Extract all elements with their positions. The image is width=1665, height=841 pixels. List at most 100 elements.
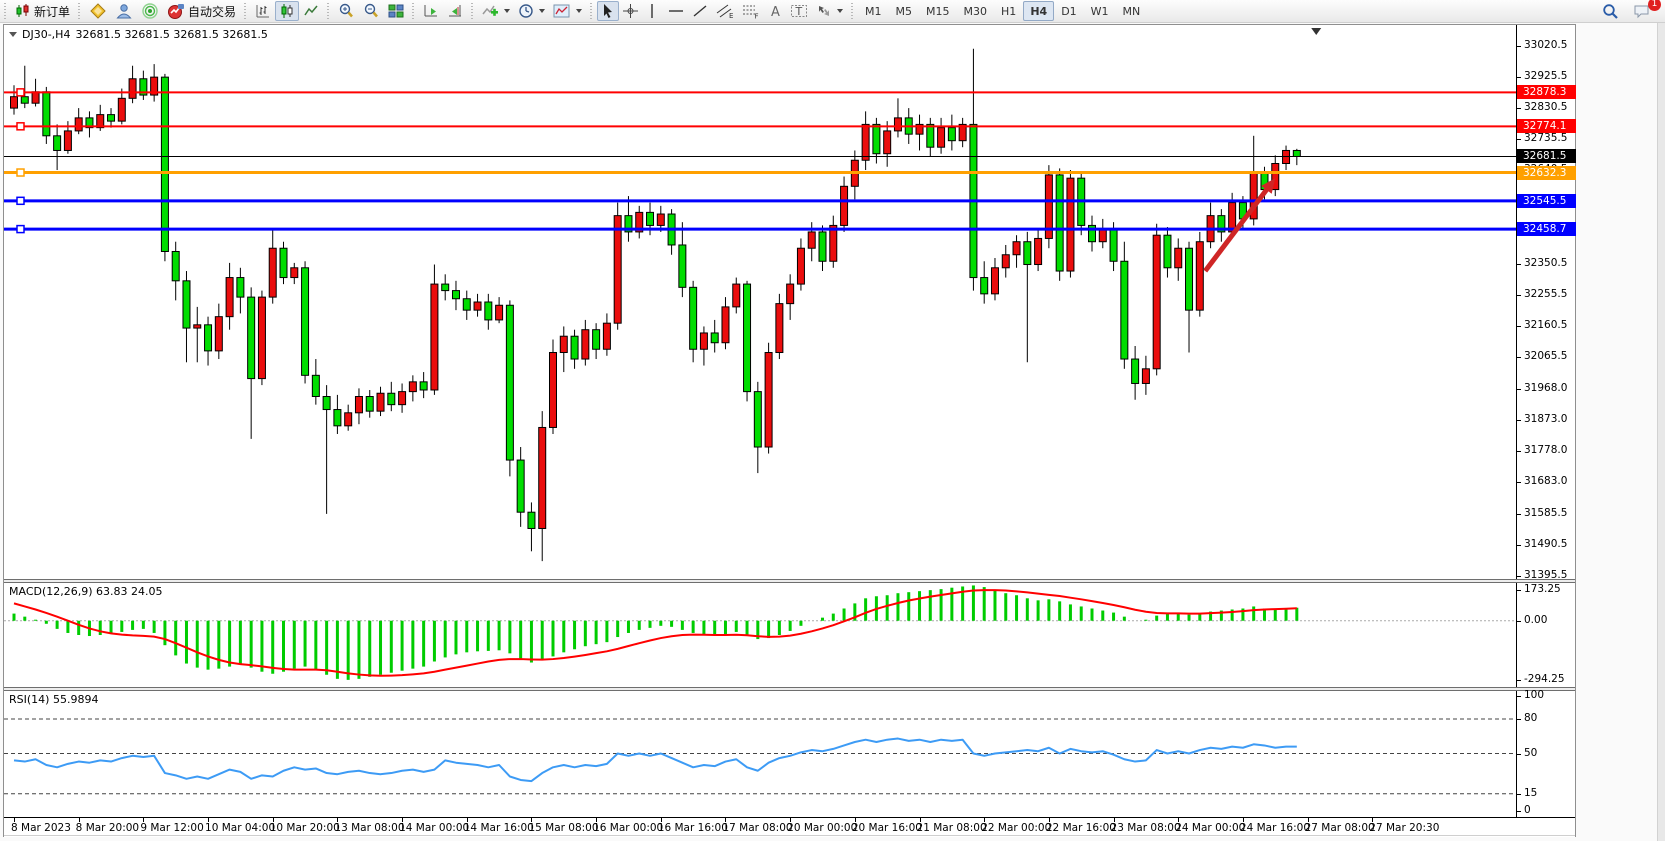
diamond-icon [89, 3, 107, 19]
toolbar-grip[interactable] [76, 3, 84, 19]
autotrading-button[interactable]: 自动交易 [163, 1, 240, 21]
rsi-tick-mark [1517, 811, 1521, 812]
chart-title[interactable]: DJ30-,H4 32681.5 32681.5 32681.5 32681.5 [9, 28, 268, 41]
candle-body [947, 127, 956, 142]
rsi-canvas[interactable] [4, 691, 1516, 817]
price-chart-canvas[interactable] [4, 25, 1516, 579]
zoom-out-button[interactable] [359, 1, 384, 21]
timeframe-button-M15[interactable]: M15 [926, 5, 950, 18]
candle-body [1088, 224, 1096, 243]
timeframe-button-M30[interactable]: M30 [963, 5, 988, 18]
periods-button[interactable] [514, 1, 549, 21]
timeframe-button-D1[interactable]: D1 [1061, 5, 1077, 18]
macd-axis[interactable]: 173.25 0.00 -294.25 [1516, 583, 1575, 687]
indicators-dropdown-icon[interactable] [504, 9, 511, 13]
crosshair-button[interactable] [619, 1, 642, 21]
window-edge-scrollbar[interactable] [1657, 23, 1665, 841]
metaeditor-button[interactable] [85, 1, 111, 21]
line-handle[interactable] [16, 88, 25, 97]
time-label: 20 Mar 16:00 [851, 822, 922, 834]
new-order-icon [15, 3, 31, 19]
price-plot[interactable] [4, 25, 1516, 579]
horizontal-line-button[interactable] [664, 1, 688, 21]
toolbar-grip[interactable] [242, 3, 250, 19]
bar-chart-button[interactable] [251, 1, 275, 21]
time-tick-mark [1307, 818, 1309, 822]
arrows-button[interactable] [812, 1, 847, 21]
toolbar-grip[interactable] [469, 3, 477, 19]
vertical-line-button[interactable] [642, 1, 664, 21]
periods-dropdown-icon[interactable] [539, 9, 546, 13]
candle-body [775, 303, 784, 354]
candlestick-chart-button[interactable] [275, 1, 300, 21]
price-tick-mark [1517, 575, 1521, 577]
line-chart-button[interactable] [299, 1, 323, 21]
chart-shift-button[interactable] [443, 1, 467, 21]
candle-body [559, 335, 568, 354]
templates-dropdown-icon[interactable] [576, 9, 583, 13]
toolbar-grip[interactable] [588, 3, 596, 19]
time-label: 20 Mar 00:00 [787, 822, 858, 834]
zoom-in-button[interactable] [334, 1, 359, 21]
horizontal-line-object[interactable] [4, 168, 1516, 177]
chart-symbol-dropdown-icon[interactable] [9, 32, 17, 37]
indicators-button[interactable] [478, 1, 514, 21]
tile-windows-button[interactable] [384, 1, 408, 21]
toolbar-grip[interactable] [410, 3, 418, 19]
timeframe-button-W1[interactable]: W1 [1090, 5, 1109, 18]
text-label-button[interactable]: T [786, 1, 812, 21]
timeframe-button-H4[interactable]: H4 [1023, 1, 1055, 21]
candle-body [495, 304, 504, 321]
line-handle[interactable] [16, 168, 25, 177]
templates-button[interactable] [549, 1, 586, 21]
toolbar-grip[interactable] [325, 3, 333, 19]
line-handle[interactable] [16, 224, 25, 234]
fibonacci-button[interactable]: F [738, 1, 764, 21]
signals-button[interactable] [137, 1, 163, 21]
arrows-dropdown-icon[interactable] [837, 9, 844, 13]
candle-body [710, 332, 719, 344]
timeframe-button-H1[interactable]: H1 [1001, 5, 1017, 18]
toolbar-grip[interactable] [849, 3, 857, 19]
chart-shift-marker-icon[interactable] [1311, 28, 1322, 35]
chat-button[interactable]: 1 [1629, 0, 1661, 21]
timeframe-button-MN[interactable]: MN [1122, 5, 1141, 18]
equidistant-channel-button[interactable]: E [712, 1, 738, 21]
horizontal-line-object[interactable] [4, 122, 1516, 131]
price-tick-mark [1517, 107, 1521, 109]
horizontal-line-object[interactable] [4, 196, 1516, 206]
timeframe-button-M5[interactable]: M5 [895, 5, 913, 18]
candle-body [581, 329, 590, 360]
macd-plot[interactable] [4, 583, 1516, 687]
auto-scroll-button[interactable] [419, 1, 443, 21]
arrow-head [1261, 178, 1276, 194]
line-price-label: 32878.3 [1517, 85, 1576, 100]
rsi-plot[interactable] [4, 691, 1516, 817]
time-axis[interactable]: 8 Mar 2023 8 Mar 20:00 9 Mar 12:00 10 Mar 0… [4, 817, 1575, 837]
panel-splitter[interactable] [4, 687, 1575, 691]
text-button[interactable]: A [764, 1, 786, 21]
horizontal-line-object[interactable] [4, 224, 1516, 234]
timeframe-button-M1[interactable]: M1 [865, 5, 882, 18]
price-tick-mark [1517, 264, 1521, 266]
candle-body [193, 324, 202, 329]
macd-canvas[interactable] [4, 583, 1516, 687]
line-handle[interactable] [16, 122, 25, 131]
candle-body [20, 96, 29, 104]
horizontal-line-object[interactable] [4, 88, 1516, 97]
price-axis[interactable]: 33020.532925.532830.532735.532640.532545… [1516, 25, 1576, 581]
time-label: 14 Mar 00:00 [399, 822, 470, 834]
line-handle[interactable] [16, 196, 25, 206]
trendline-button[interactable] [688, 1, 712, 21]
cursor-button[interactable] [597, 1, 620, 21]
toolbar-grip[interactable] [2, 3, 9, 19]
rsi-axis[interactable]: 100 80 50 15 0 [1516, 689, 1575, 817]
arrow-annotation[interactable] [1203, 178, 1276, 273]
price-tick-mark [1517, 481, 1521, 483]
community-button[interactable] [111, 1, 137, 21]
panel-splitter[interactable] [4, 579, 1575, 583]
candle-body [1292, 149, 1301, 157]
new-order-button[interactable]: 新订单 [11, 1, 74, 21]
search-button[interactable] [1598, 1, 1623, 21]
arrow-shaft [1203, 181, 1274, 273]
